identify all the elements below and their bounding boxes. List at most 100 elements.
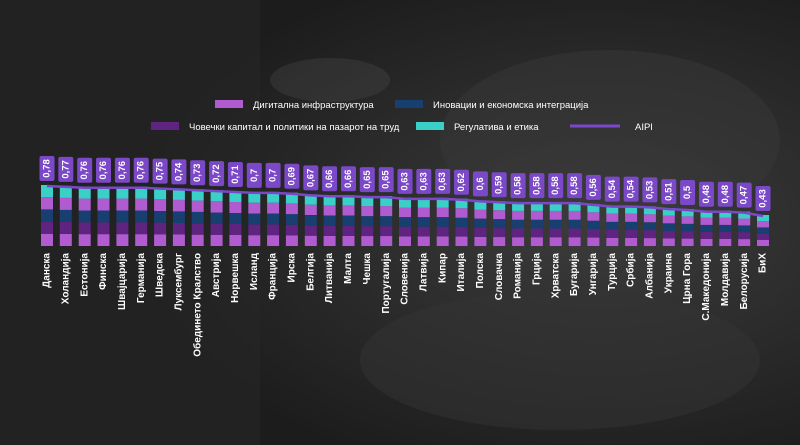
bar-segment xyxy=(681,231,694,239)
bar-stack xyxy=(662,208,675,246)
value-badge xyxy=(378,167,394,193)
data-label: 0,58 xyxy=(513,176,524,195)
bar-segment xyxy=(59,185,72,198)
bar-segment xyxy=(191,189,204,201)
category-label: Грција xyxy=(532,253,543,285)
category-label: С.Македонија xyxy=(701,253,712,321)
data-label: 0,74 xyxy=(173,162,184,181)
bar-segment xyxy=(135,222,148,235)
bar-segment xyxy=(719,224,732,232)
data-label: 0,66 xyxy=(343,170,354,189)
bar-segment xyxy=(455,227,468,237)
bar-segment xyxy=(361,206,374,217)
bar-segment xyxy=(41,209,53,222)
value-badge xyxy=(246,162,262,188)
category-label: Словенија xyxy=(400,253,411,305)
bar-segment xyxy=(78,234,91,246)
value-badge xyxy=(152,158,168,184)
bar-segment xyxy=(59,197,72,210)
value-badge xyxy=(585,174,601,200)
data-label: 0,76 xyxy=(136,161,147,180)
bar-segment xyxy=(361,226,374,237)
bar-segment xyxy=(719,231,732,239)
bar-segment xyxy=(399,236,411,246)
bar-segment xyxy=(59,221,72,234)
bar-segment xyxy=(474,209,487,219)
bar-segment xyxy=(41,197,53,210)
data-label: 0,65 xyxy=(362,170,373,189)
data-label: 0,62 xyxy=(456,173,467,192)
bar-segment xyxy=(738,239,751,246)
bar-segment xyxy=(342,205,355,216)
bar-segment xyxy=(700,210,713,218)
category-label: Ирска xyxy=(287,253,298,283)
bar-stack xyxy=(135,186,148,246)
bar-segment xyxy=(549,228,562,238)
bar-stack xyxy=(116,186,129,246)
bar-stack xyxy=(380,196,393,246)
bar-segment xyxy=(493,237,506,246)
bar-segment xyxy=(530,219,543,229)
bar-stack xyxy=(455,198,468,246)
bar-segment xyxy=(116,222,129,235)
value-badge xyxy=(491,172,507,198)
data-label: 0,72 xyxy=(211,164,222,183)
value-badge xyxy=(736,182,752,208)
bar-segment xyxy=(643,238,656,246)
bar-segment xyxy=(455,208,468,218)
bar-segment xyxy=(700,217,713,225)
category-label: Австрија xyxy=(211,253,222,298)
data-label: 0,56 xyxy=(588,178,599,197)
bar-segment xyxy=(530,202,543,211)
bar-segment xyxy=(229,224,242,235)
bar-segment xyxy=(700,224,713,232)
bar-segment xyxy=(210,223,223,235)
bar-segment xyxy=(97,222,110,235)
bar-segment xyxy=(757,239,769,246)
bar-segment xyxy=(229,202,242,213)
bar-stack xyxy=(285,192,298,246)
value-badge xyxy=(472,171,488,197)
category-label: Латвија xyxy=(418,253,429,292)
data-label: 0,58 xyxy=(531,176,542,195)
bar-segment xyxy=(549,237,562,246)
bar-segment xyxy=(399,197,411,208)
bar-segment xyxy=(625,213,638,222)
bar-segment xyxy=(41,221,53,234)
bar-segment xyxy=(662,215,675,224)
category-label: Белгија xyxy=(305,253,316,291)
value-badge xyxy=(680,180,696,205)
data-label: 0,58 xyxy=(569,176,580,195)
value-badge xyxy=(529,173,545,199)
bar-segment xyxy=(512,237,525,246)
category-label: Литванија xyxy=(324,253,335,304)
bar-segment xyxy=(493,210,506,220)
bar-segment xyxy=(135,210,148,223)
bar-segment xyxy=(285,203,298,215)
bar-segment xyxy=(757,215,769,222)
bar-segment xyxy=(455,217,468,228)
value-badge xyxy=(548,173,564,199)
bar-segment xyxy=(606,205,619,214)
value-badge xyxy=(284,163,300,189)
bar-segment xyxy=(267,235,280,246)
bar-segment xyxy=(417,226,430,237)
bar-segment xyxy=(436,217,449,227)
bar-segment xyxy=(172,188,185,200)
bar-stack xyxy=(97,186,110,246)
bar-stack xyxy=(172,188,185,246)
bar-segment xyxy=(210,212,223,224)
bar-segment xyxy=(662,208,675,216)
bar-segment xyxy=(568,228,581,238)
data-label: 0,6 xyxy=(475,177,486,190)
bar-segment xyxy=(248,213,261,225)
value-badge xyxy=(265,162,281,188)
legend-label-innovation: Иновации и економска интеграција xyxy=(433,100,589,111)
bar-segment xyxy=(681,216,694,224)
data-label: 0,54 xyxy=(607,179,618,198)
bar-segment xyxy=(323,205,336,216)
data-label: 0,76 xyxy=(98,161,109,180)
bar-stack xyxy=(587,203,600,246)
legend-label-digital-infrastructure: Дигитална инфраструктура xyxy=(253,100,374,111)
bar-segment xyxy=(116,210,129,223)
